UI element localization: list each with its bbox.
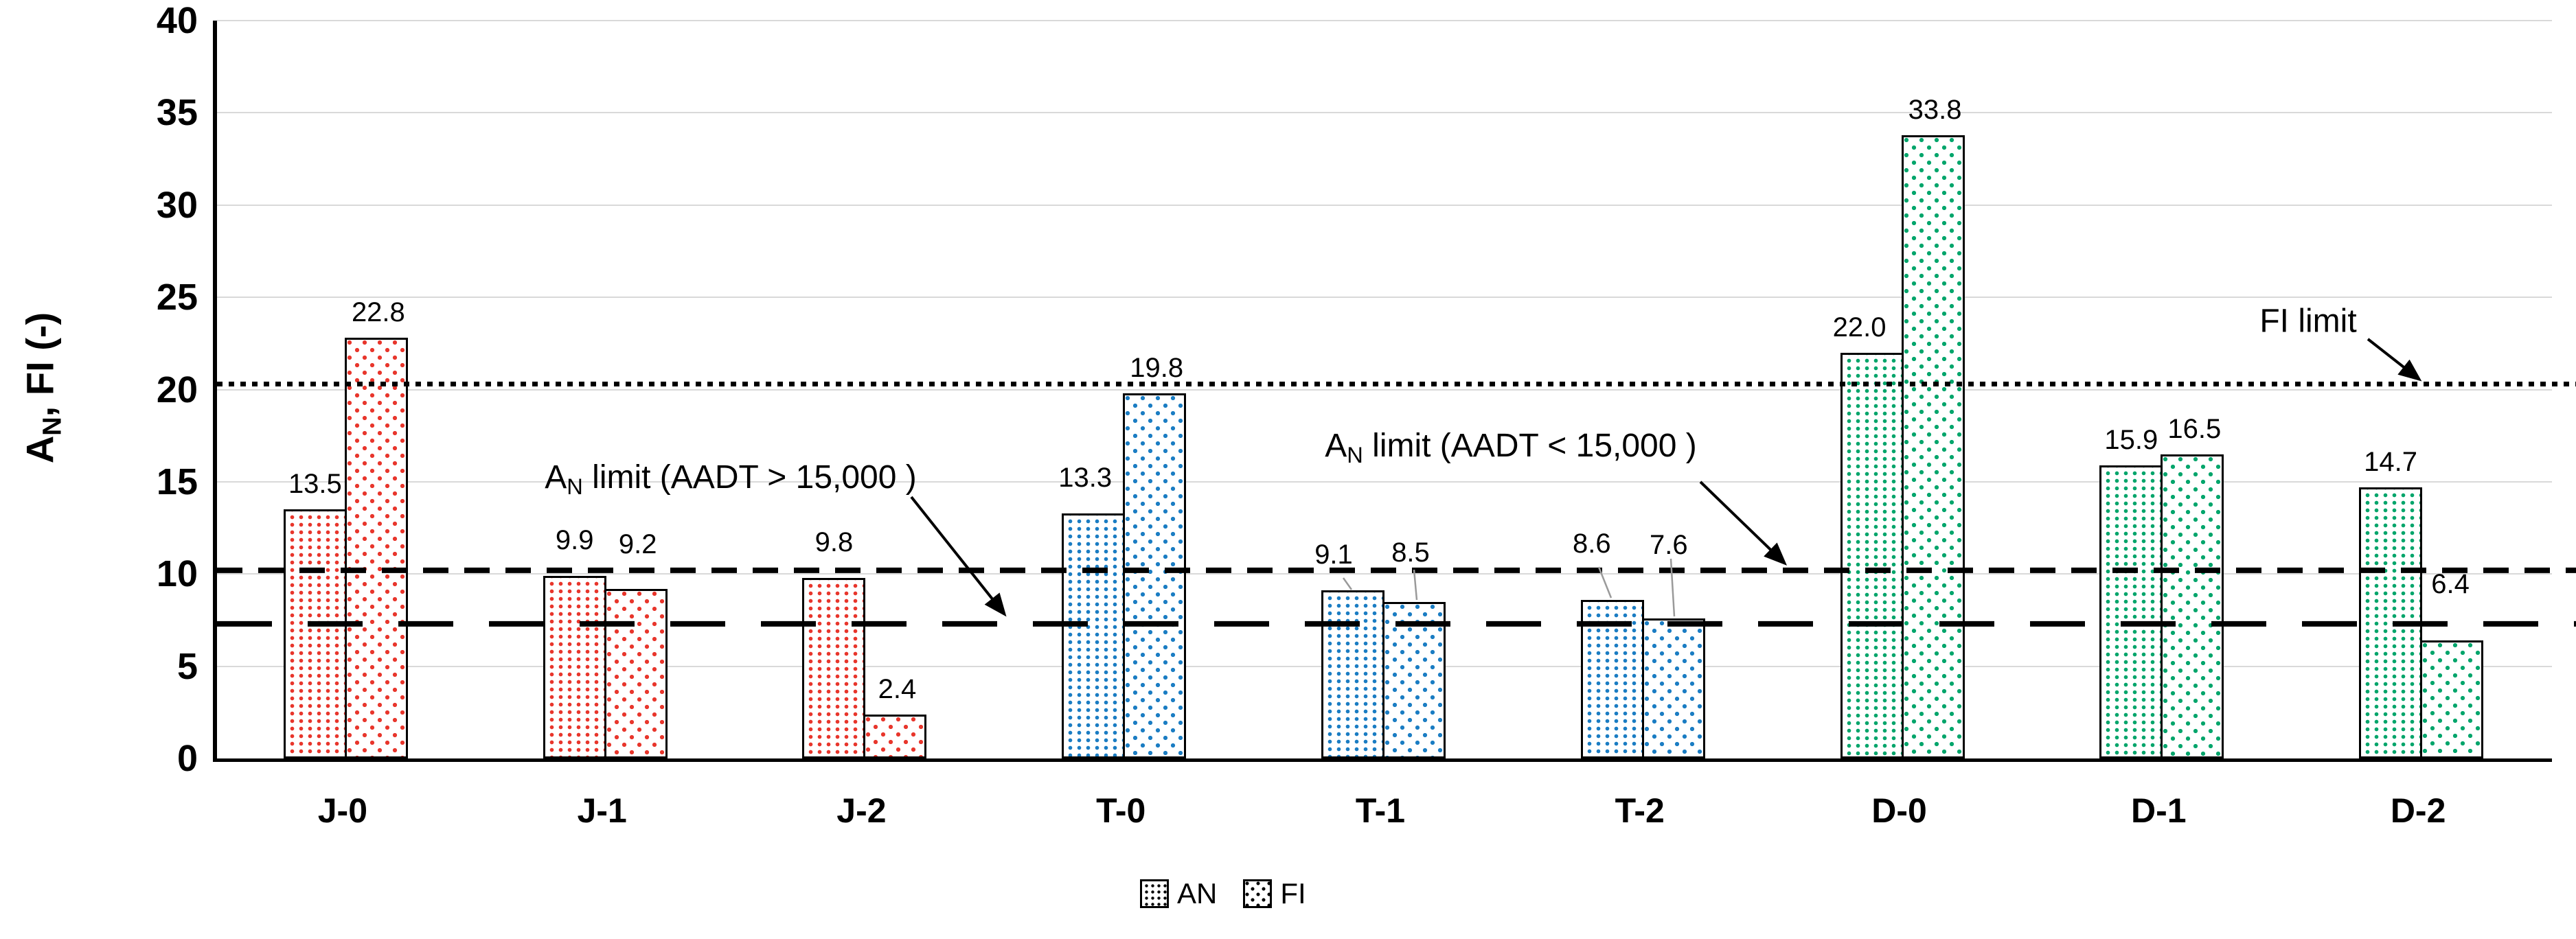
bar-fi-D-0 bbox=[1901, 135, 1965, 758]
chart-legend: AN FI bbox=[1140, 877, 1306, 910]
bar-an-D-0 bbox=[1840, 352, 1904, 758]
bar-fi-T-0 bbox=[1123, 393, 1187, 758]
y-tick-label: 15 bbox=[156, 461, 198, 502]
bar-value-label: 8.6 bbox=[1572, 528, 1611, 559]
y-tick-label: 40 bbox=[156, 0, 198, 41]
bar-fi-J-0 bbox=[344, 338, 408, 758]
legend-swatch-fi-icon bbox=[1243, 879, 1273, 908]
bar-value-label: 22.8 bbox=[351, 297, 405, 328]
annotation-pre: A bbox=[545, 459, 567, 496]
y-tick-label: 5 bbox=[176, 645, 198, 687]
bar-fi-D-2 bbox=[2420, 640, 2484, 758]
bar-fi-T-2 bbox=[1641, 618, 1705, 758]
y-tick-label: 35 bbox=[156, 92, 198, 134]
bar-fi-T-1 bbox=[1382, 601, 1446, 758]
gridline bbox=[217, 297, 2552, 299]
annotation-pre: FI limit bbox=[2259, 303, 2357, 340]
y-tick-label: 20 bbox=[156, 369, 198, 410]
x-category-label: T-2 bbox=[1615, 791, 1665, 830]
y-tick-label: 0 bbox=[176, 738, 198, 779]
bar-fi-J-2 bbox=[863, 714, 927, 758]
annotation-sub: N bbox=[567, 474, 583, 500]
bar-value-label: 8.5 bbox=[1391, 537, 1430, 568]
gridline bbox=[217, 389, 2552, 391]
annotation-sub: N bbox=[1347, 442, 1363, 468]
bar-an-D-2 bbox=[2359, 487, 2423, 758]
bar-value-label: 16.5 bbox=[2167, 413, 2222, 444]
bar-value-label: 19.8 bbox=[1130, 352, 1184, 383]
bar-value-label: 9.1 bbox=[1314, 540, 1353, 570]
legend-item-fi: FI bbox=[1243, 877, 1306, 910]
annotation-post: limit (AADT < 15,000 ) bbox=[1363, 427, 1697, 464]
x-category-label: J-0 bbox=[317, 791, 368, 830]
gridline bbox=[217, 573, 2552, 575]
legend-item-an: AN bbox=[1140, 877, 1217, 910]
label-leader-line bbox=[1669, 558, 1676, 617]
legend-label: AN bbox=[1177, 877, 1218, 909]
label-leader-line bbox=[1342, 577, 1353, 590]
x-category-label: T-0 bbox=[1096, 791, 1146, 830]
x-category-label: D-2 bbox=[2390, 791, 2446, 830]
gridline bbox=[217, 112, 2552, 114]
bar-an-J-1 bbox=[543, 575, 606, 758]
bar-value-label: 13.5 bbox=[288, 469, 342, 500]
gridline bbox=[217, 480, 2552, 483]
bar-value-label: 9.8 bbox=[814, 526, 854, 557]
x-category-label: J-2 bbox=[836, 791, 887, 830]
y-tick-label: 30 bbox=[156, 184, 198, 226]
bar-an-D-1 bbox=[2099, 465, 2163, 758]
bar-value-label: 9.2 bbox=[618, 529, 657, 559]
bar-value-label: 13.3 bbox=[1058, 462, 1113, 493]
plot-area: 13.5 9.9 9.8 13.3 9.1 8.6 22.0 15.9 14.7 22.8 9.2 2… bbox=[213, 20, 2576, 762]
bar-value-label: 2.4 bbox=[878, 673, 917, 704]
bar-value-label: 33.8 bbox=[1908, 94, 1962, 125]
annotation-text-3: FI limit bbox=[2259, 303, 2356, 340]
gridline bbox=[217, 204, 2552, 206]
bar-fi-D-1 bbox=[2161, 454, 2224, 758]
annotation-post: limit (AADT > 15,000 ) bbox=[582, 459, 917, 496]
y-tick-label: 25 bbox=[156, 277, 198, 318]
y-axis-title-sub: N bbox=[38, 417, 67, 436]
x-category-label: D-0 bbox=[1871, 791, 1927, 830]
bar-value-label: 6.4 bbox=[2431, 569, 2470, 599]
bar-an-J-2 bbox=[802, 577, 866, 758]
bar-an-T-2 bbox=[1580, 599, 1644, 758]
bar-value-label: 22.0 bbox=[1832, 312, 1887, 343]
x-category-label: D-1 bbox=[2131, 791, 2187, 830]
x-category-label: J-1 bbox=[577, 791, 627, 830]
annotation-arrow bbox=[910, 496, 1007, 617]
bar-an-J-0 bbox=[283, 509, 347, 758]
bar-value-label: 9.9 bbox=[555, 524, 594, 555]
label-leader-line bbox=[1597, 566, 1612, 599]
bar-an-T-0 bbox=[1062, 513, 1126, 758]
annotation-pre: A bbox=[1325, 427, 1347, 464]
annotation-arrow bbox=[2367, 338, 2422, 382]
gridline bbox=[217, 20, 2552, 21]
bar-value-label: 7.6 bbox=[1649, 529, 1688, 560]
legend-label: FI bbox=[1280, 877, 1306, 909]
annotation-text-2: AN limit (AADT < 15,000 ) bbox=[1325, 427, 1697, 468]
x-category-label: T-1 bbox=[1355, 791, 1406, 830]
bar-value-label: 15.9 bbox=[2104, 424, 2158, 455]
bar-an-T-1 bbox=[1321, 590, 1384, 758]
legend-swatch-an-icon bbox=[1140, 879, 1169, 908]
bar-fi-J-1 bbox=[604, 588, 668, 758]
bar-value-label: 14.7 bbox=[2364, 446, 2418, 477]
annotation-text-1: AN limit (AADT > 15,000 ) bbox=[545, 459, 917, 500]
y-tick-label: 10 bbox=[156, 553, 198, 595]
